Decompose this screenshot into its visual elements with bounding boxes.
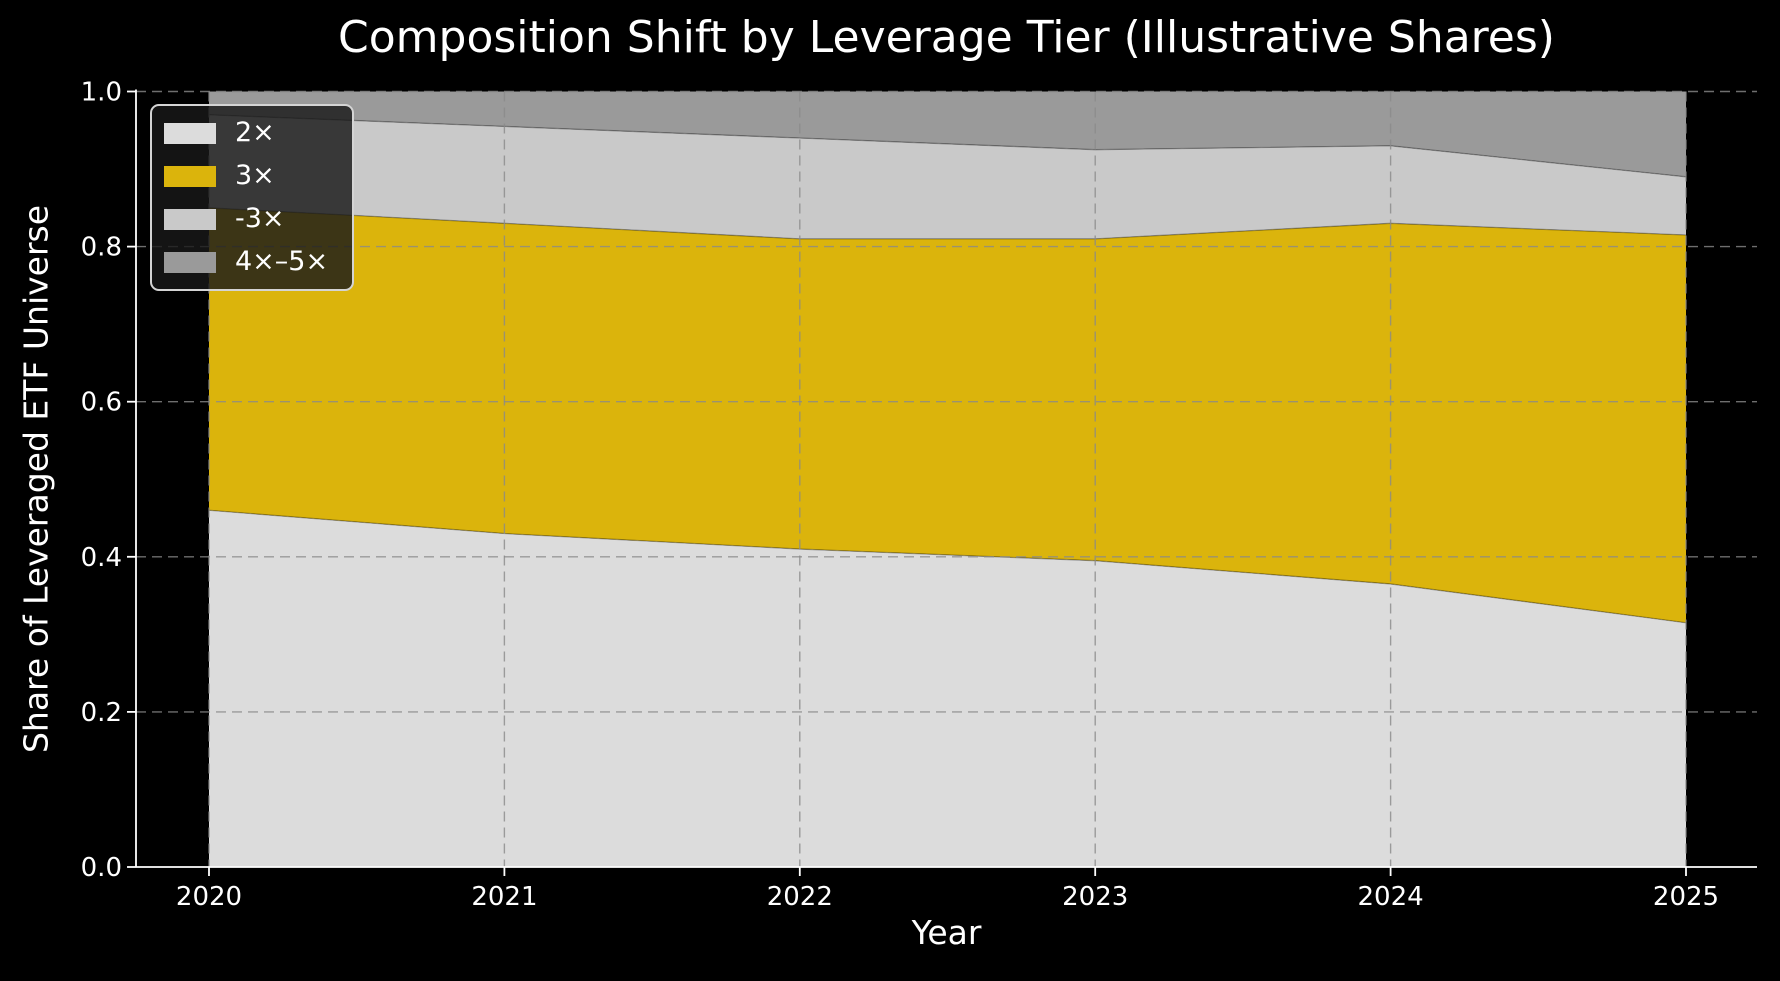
chart-title: Composition Shift by Leverage Tier (Illu… xyxy=(338,12,1555,63)
x-axis-label: Year xyxy=(911,913,982,952)
legend-item: 3× xyxy=(164,161,328,191)
legend-label: 4×–5× xyxy=(235,246,329,277)
band-boundary xyxy=(208,207,1687,240)
y-tick-label: 0.0 xyxy=(81,853,122,883)
y-axis-label: Share of Leveraged ETF Universe xyxy=(16,204,56,754)
legend: 2× 3× -3× 4×–5× xyxy=(150,104,355,291)
x-tick-label: 2024 xyxy=(1358,882,1424,912)
band-boundary xyxy=(208,114,1687,178)
legend-swatch xyxy=(164,251,216,273)
y-tick-label: 0.4 xyxy=(81,543,122,573)
x-tick-label: 2021 xyxy=(471,882,537,912)
legend-swatch xyxy=(164,208,216,230)
legend-label: 3× xyxy=(235,160,275,191)
area-series-3 xyxy=(209,91,1686,177)
y-tick-label: 1.0 xyxy=(81,78,122,108)
band-boundary xyxy=(208,509,1687,624)
area-series-0 xyxy=(209,510,1686,867)
legend-swatch xyxy=(164,122,216,144)
x-tick-label: 2020 xyxy=(176,882,242,912)
y-tick-label: 0.6 xyxy=(81,388,122,418)
area-series-1 xyxy=(209,207,1686,623)
legend-label: 2× xyxy=(235,117,275,148)
y-tick-label: 0.2 xyxy=(81,698,122,728)
legend-item: 2× xyxy=(164,118,328,148)
x-tick-label: 2022 xyxy=(767,882,833,912)
y-tick-label: 0.8 xyxy=(81,233,122,263)
legend-item: -3× xyxy=(164,204,328,234)
legend-swatch xyxy=(164,165,216,187)
x-tick-label: 2025 xyxy=(1653,882,1719,912)
x-tick-label: 2023 xyxy=(1062,882,1128,912)
area-series-2 xyxy=(209,114,1686,239)
legend-label: -3× xyxy=(235,203,285,234)
legend-item: 4×–5× xyxy=(164,247,328,277)
